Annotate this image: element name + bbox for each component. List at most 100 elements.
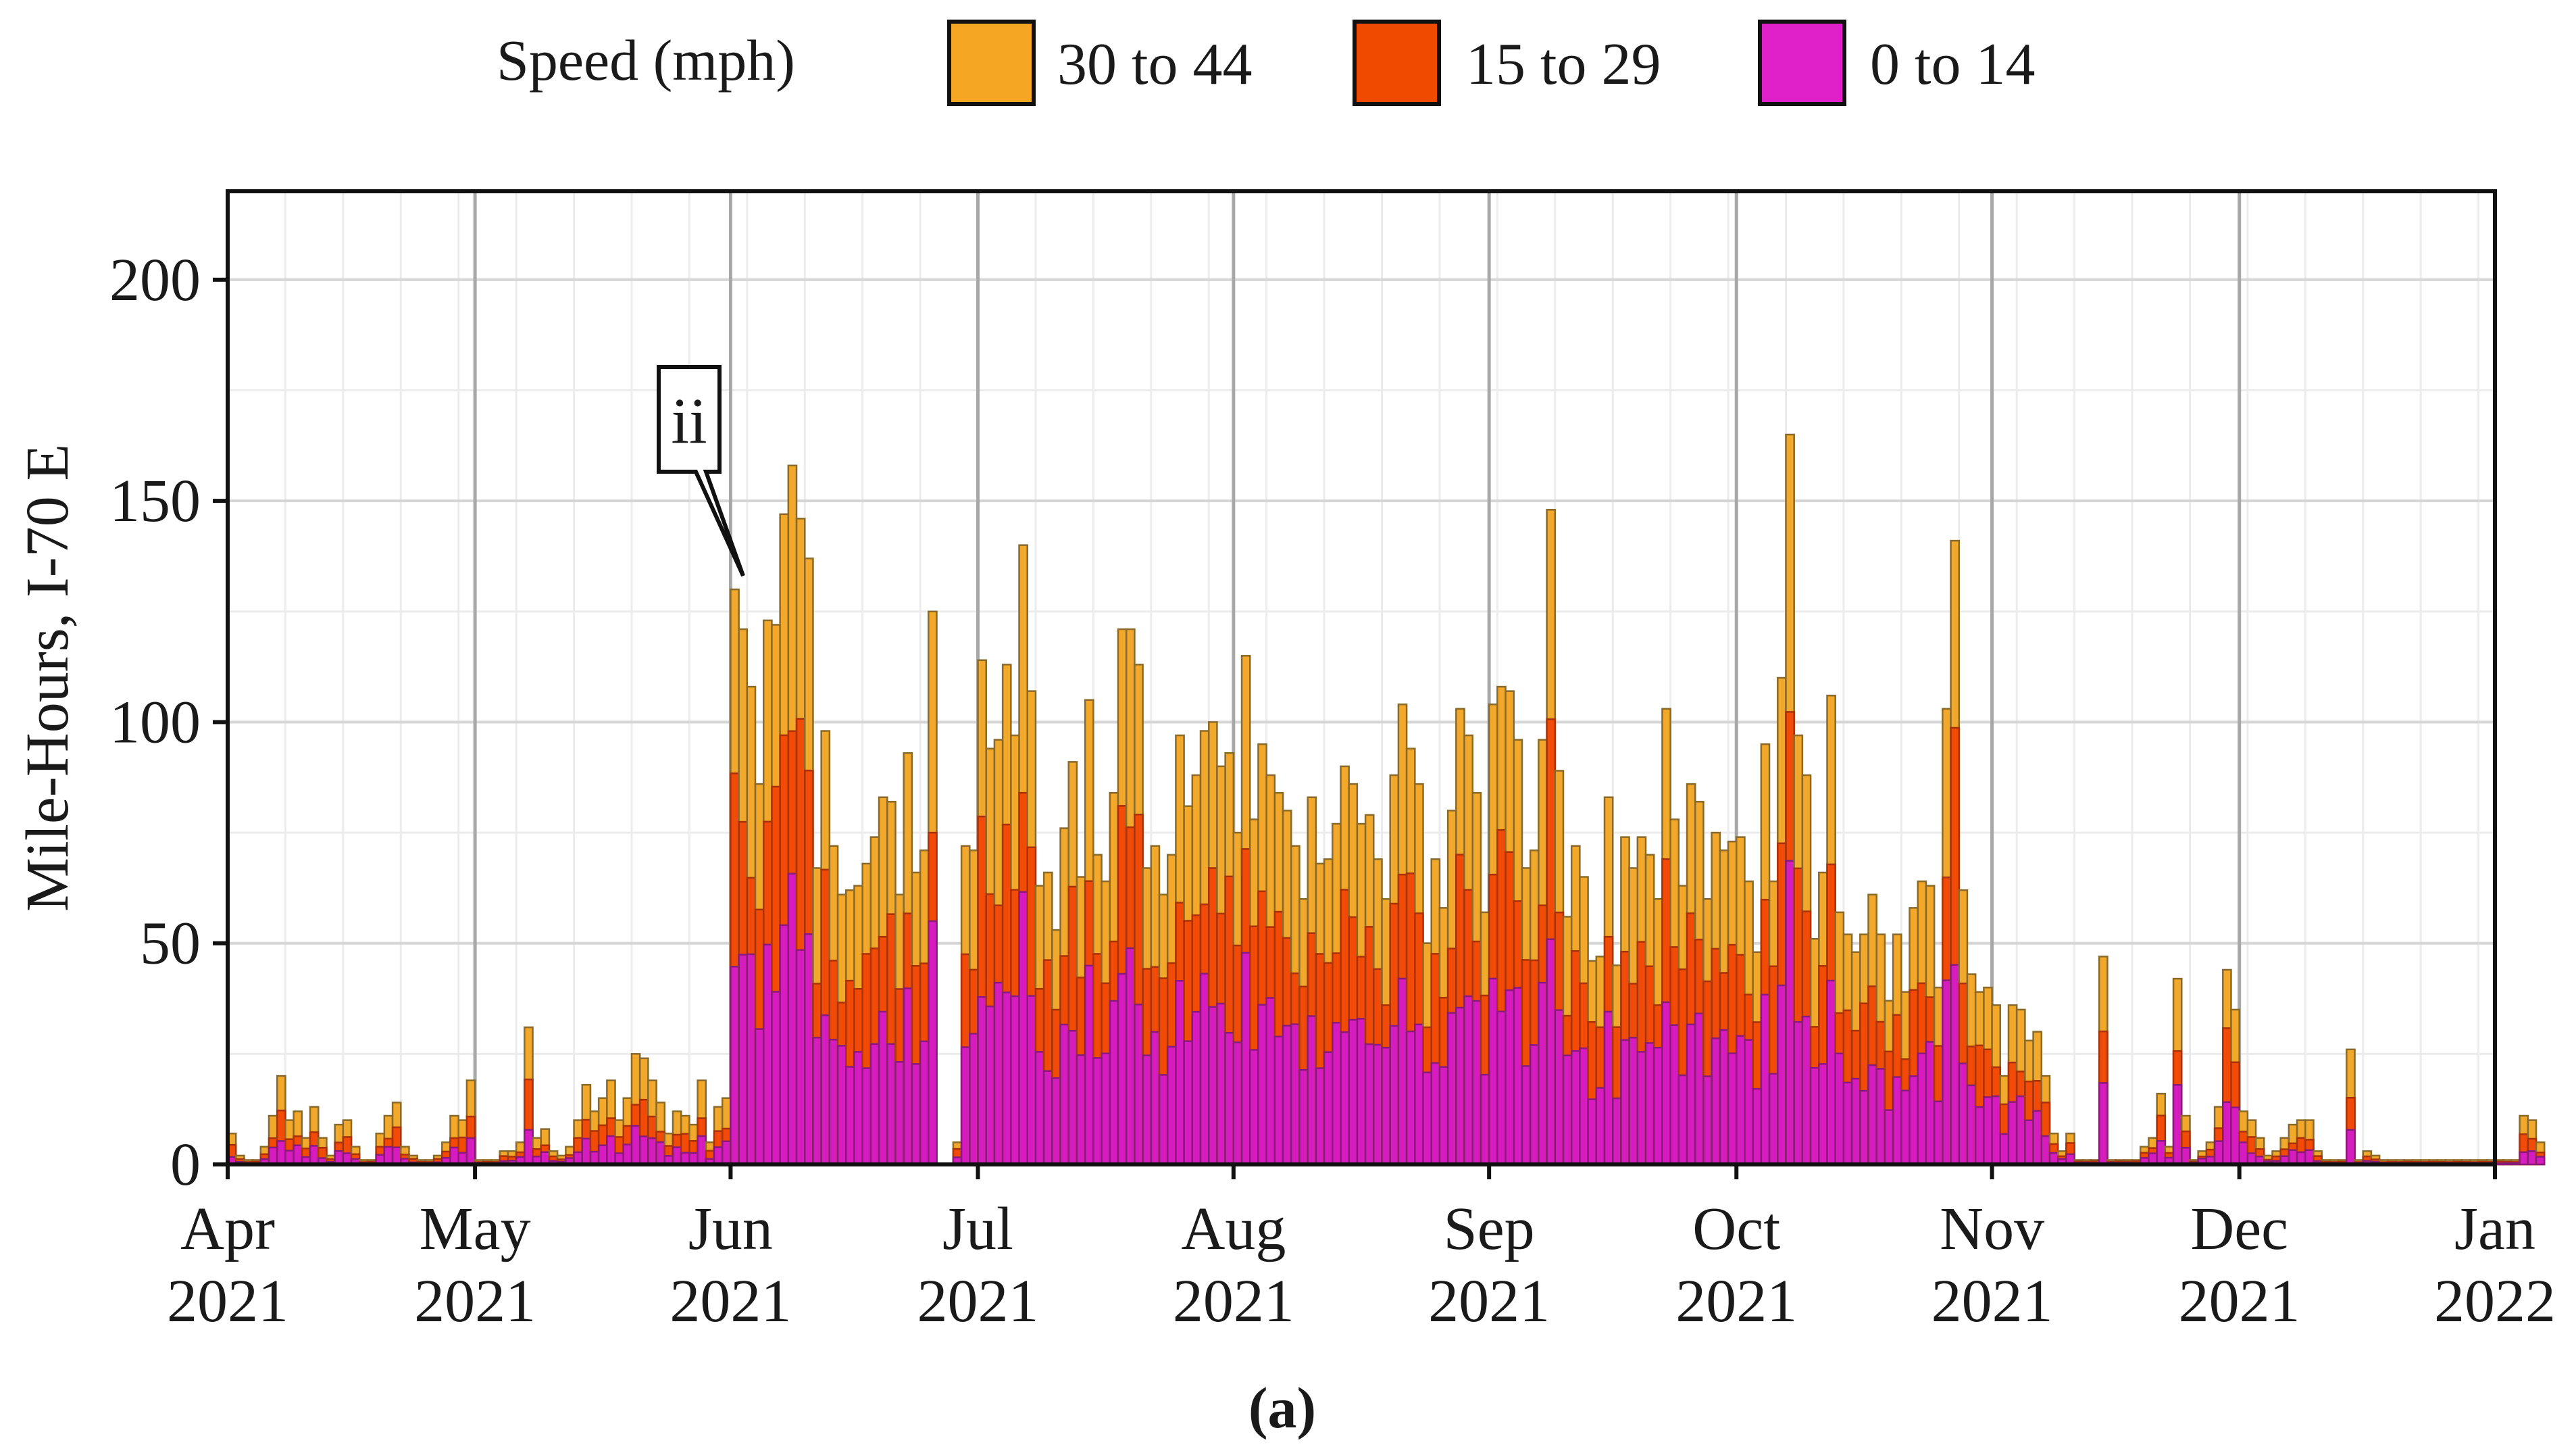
bar-day-178 (1694, 801, 1704, 1166)
bar-segment-0-14 (1405, 1030, 1416, 1166)
bar-day-257 (2346, 1048, 2356, 1166)
bar-segment-0-14 (1991, 1095, 2002, 1166)
bar-day-125 (1257, 743, 1267, 1166)
bar-segment-0-14 (1381, 1046, 1391, 1166)
bar-segment-0-14 (1603, 1010, 1614, 1166)
bar-segment-0-14 (1917, 1052, 1927, 1166)
x-tick-label-year: 2021 (414, 1268, 536, 1335)
y-tick-label: 50 (140, 910, 201, 977)
bar-day-169 (1620, 836, 1630, 1166)
bar-day-241 (2213, 1106, 2224, 1166)
bar-segment-0-14 (1340, 1031, 1350, 1166)
legend-label-30-44: 30 to 44 (1057, 32, 1252, 97)
legend-swatch-0-14 (1758, 20, 1846, 106)
bar-segment-0-14 (1950, 964, 1961, 1166)
bar-day-163 (1570, 845, 1581, 1166)
bar-segment-0-14 (1109, 1000, 1119, 1166)
bar-segment-0-14 (630, 1125, 641, 1166)
bar-day-8 (293, 1110, 303, 1166)
bar-day-168 (1611, 964, 1622, 1166)
bar-day-79 (878, 796, 888, 1166)
bar-day-10 (309, 1106, 320, 1166)
bar-segment-0-14 (804, 933, 814, 1166)
bar-segment-0-14 (1760, 993, 1771, 1166)
bar-segment-0-14 (1332, 1022, 1342, 1166)
bar-day-4 (259, 1146, 270, 1166)
bar-day-136 (1348, 783, 1359, 1166)
bar-segment-0-14 (1282, 1025, 1292, 1166)
bar-segment-0-14 (1273, 1035, 1284, 1166)
bar-day-126 (1265, 774, 1276, 1166)
bar-day-140 (1381, 898, 1391, 1166)
legend-label-0-14: 0 to 14 (1870, 32, 2035, 97)
bar-segment-0-14 (2238, 1141, 2249, 1166)
bar-segment-0-14 (928, 920, 938, 1166)
bar-day-252 (2304, 1119, 2315, 1166)
legend-title: Speed (mph) (497, 28, 795, 93)
bar-segment-0-14 (1785, 860, 1795, 1166)
bar-segment-0-14 (1505, 989, 1515, 1166)
bar-day-103 (1076, 876, 1086, 1166)
bar-day-5 (268, 1114, 278, 1166)
bar-day-59 (713, 1106, 724, 1166)
bar-segment-0-14 (1694, 1012, 1704, 1166)
bar-segment-0-14 (1175, 980, 1185, 1166)
bar-segment-0-14 (309, 1145, 320, 1166)
bar-day-101 (1059, 827, 1070, 1166)
bar-segment-0-14 (1884, 1109, 1894, 1166)
x-tick-label-year: 2021 (1931, 1268, 2053, 1335)
bar-segment-0-14 (1546, 938, 1557, 1166)
bar-segment-0-14 (2510, 1162, 2521, 1166)
bar-segment-0-14 (1480, 1073, 1490, 1166)
bar-segment-0-14 (1414, 1023, 1424, 1166)
bar-day-208 (1942, 708, 1952, 1166)
bar-day-187 (1768, 880, 1779, 1166)
bar-segment-0-14 (2213, 1140, 2224, 1166)
bar-day-206 (1925, 885, 1936, 1166)
bar-segment-0-14 (2032, 1110, 2043, 1166)
bar-day-93 (993, 739, 1004, 1166)
bar-day-19 (383, 1114, 394, 1166)
bar-day-223 (2065, 1132, 2075, 1166)
bar-segment-0-14 (1076, 1054, 1086, 1166)
bar-segment-0-14 (524, 1129, 534, 1166)
bar-segment-0-14 (1752, 1087, 1763, 1166)
bar-segment-0-14 (391, 1146, 402, 1166)
bar-day-20 (391, 1102, 402, 1166)
bar-day-91 (977, 659, 987, 1166)
bar-segment-0-14 (1183, 1040, 1194, 1166)
y-tick-label: 150 (109, 468, 201, 535)
bar-segment-0-14 (1059, 1023, 1070, 1166)
bar-day-49 (630, 1053, 641, 1166)
bar-segment-0-14 (969, 1033, 979, 1166)
bar-day-80 (886, 801, 896, 1166)
bar-segment-0-14 (1166, 1045, 1177, 1166)
bar-day-70 (804, 558, 814, 1166)
bar-segment-0-14 (1389, 1025, 1400, 1166)
bar-day-186 (1760, 743, 1771, 1166)
bar-segment-0-14 (2230, 1106, 2240, 1166)
bar-segment-0-14 (2519, 1151, 2529, 1166)
bar-day-116 (1183, 805, 1194, 1166)
bar-segment-0-14 (1595, 1087, 1606, 1166)
bar-segment-0-14 (977, 996, 987, 1166)
x-tick-label-month: Apr (180, 1196, 275, 1262)
bar-day-244 (2238, 1110, 2249, 1166)
bar-segment-0-14 (754, 1028, 765, 1166)
legend-entry-15-29: 15 to 29 (1353, 20, 1661, 106)
bar-segment-0-14 (2222, 1101, 2232, 1166)
bar-day-250 (2288, 1123, 2298, 1166)
x-axis: Apr2021May2021Jun2021Jul2021Aug2021Sep20… (167, 1164, 2556, 1335)
x-tick-label-year: 2021 (670, 1268, 791, 1335)
bar-segment-0-14 (746, 953, 757, 1166)
bar-segment-0-14 (2172, 1084, 2183, 1166)
bar-segment-0-14 (697, 1135, 707, 1166)
bar-segment-0-14 (1669, 1024, 1680, 1166)
bar-day-166 (1595, 956, 1606, 1166)
bar-day-167 (1603, 796, 1614, 1166)
bar-day-97 (1026, 690, 1037, 1166)
bar-segment-0-14 (1942, 979, 1952, 1166)
bar-segment-0-14 (1067, 1029, 1078, 1166)
bar-day-27 (449, 1114, 459, 1166)
bar-segment-0-14 (1496, 1010, 1507, 1166)
